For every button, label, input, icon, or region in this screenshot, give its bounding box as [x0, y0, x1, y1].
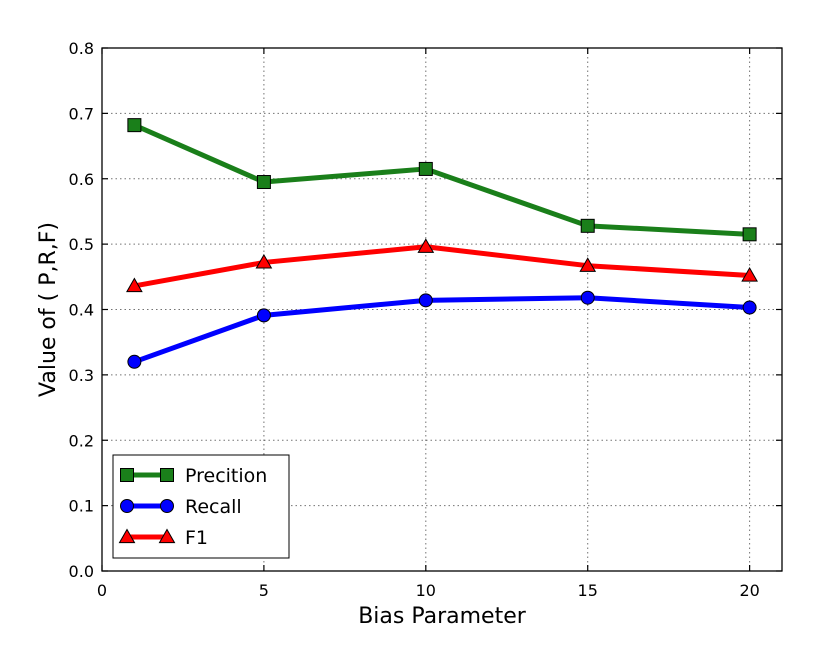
series-layer — [126, 118, 758, 369]
legend-marker — [120, 499, 134, 513]
legend-item: Precition — [120, 465, 267, 487]
legend-marker — [120, 468, 134, 482]
y-tick-label: 0.5 — [69, 235, 94, 254]
data-point — [127, 118, 142, 133]
x-tick-label: 0 — [97, 581, 107, 600]
axis-ticks — [101, 47, 782, 572]
legend-label: Precition — [185, 465, 267, 487]
series-recall — [127, 290, 757, 369]
x-tick-label: 10 — [416, 581, 436, 600]
data-point — [256, 175, 271, 190]
legend-marker — [160, 499, 174, 513]
data-point — [742, 300, 757, 315]
data-point — [418, 293, 433, 308]
x-axis-title: Bias Parameter — [358, 604, 527, 629]
legend-marker — [158, 528, 176, 544]
legend-item: Recall — [120, 496, 242, 518]
x-tick-label: 20 — [739, 581, 759, 600]
series-f1 — [126, 238, 758, 293]
data-point — [417, 238, 435, 253]
series-line — [133, 244, 750, 289]
data-point — [741, 266, 758, 282]
data-point — [579, 257, 597, 272]
y-tick-label: 0.8 — [69, 39, 94, 58]
data-point — [580, 290, 595, 305]
y-tick-label: 0.1 — [69, 497, 94, 516]
x-tick-label: 15 — [578, 581, 598, 600]
y-tick-label: 0.0 — [69, 562, 94, 581]
legend-marker — [118, 528, 136, 544]
legend-label: F1 — [185, 527, 208, 549]
series-precition — [127, 118, 757, 242]
series-line — [133, 122, 750, 237]
legend: Precition Recall F1 — [112, 454, 290, 559]
y-tick-label: 0.6 — [69, 170, 94, 189]
legend-marker — [160, 468, 174, 482]
x-tick-label: 5 — [259, 581, 269, 600]
data-point — [742, 227, 757, 242]
data-point — [580, 218, 595, 233]
data-point — [127, 354, 142, 369]
y-tick-label: 0.4 — [69, 301, 94, 320]
y-tick-label: 0.7 — [69, 104, 94, 123]
data-point — [126, 277, 143, 293]
legend-label: Recall — [185, 496, 242, 518]
data-point — [418, 161, 433, 176]
y-axis-title: Value of ( P,R,F) — [36, 222, 61, 397]
tick-labels: 0 5 10 15 20 0.0 0.1 0.2 0.3 0.4 0.5 0.6 0.7 0.8 — [69, 39, 760, 600]
data-point — [255, 253, 273, 269]
data-point — [256, 308, 271, 323]
y-tick-label: 0.2 — [69, 431, 94, 450]
legend-item: F1 — [118, 527, 208, 549]
y-tick-label: 0.3 — [69, 366, 94, 385]
series-line — [133, 295, 750, 365]
